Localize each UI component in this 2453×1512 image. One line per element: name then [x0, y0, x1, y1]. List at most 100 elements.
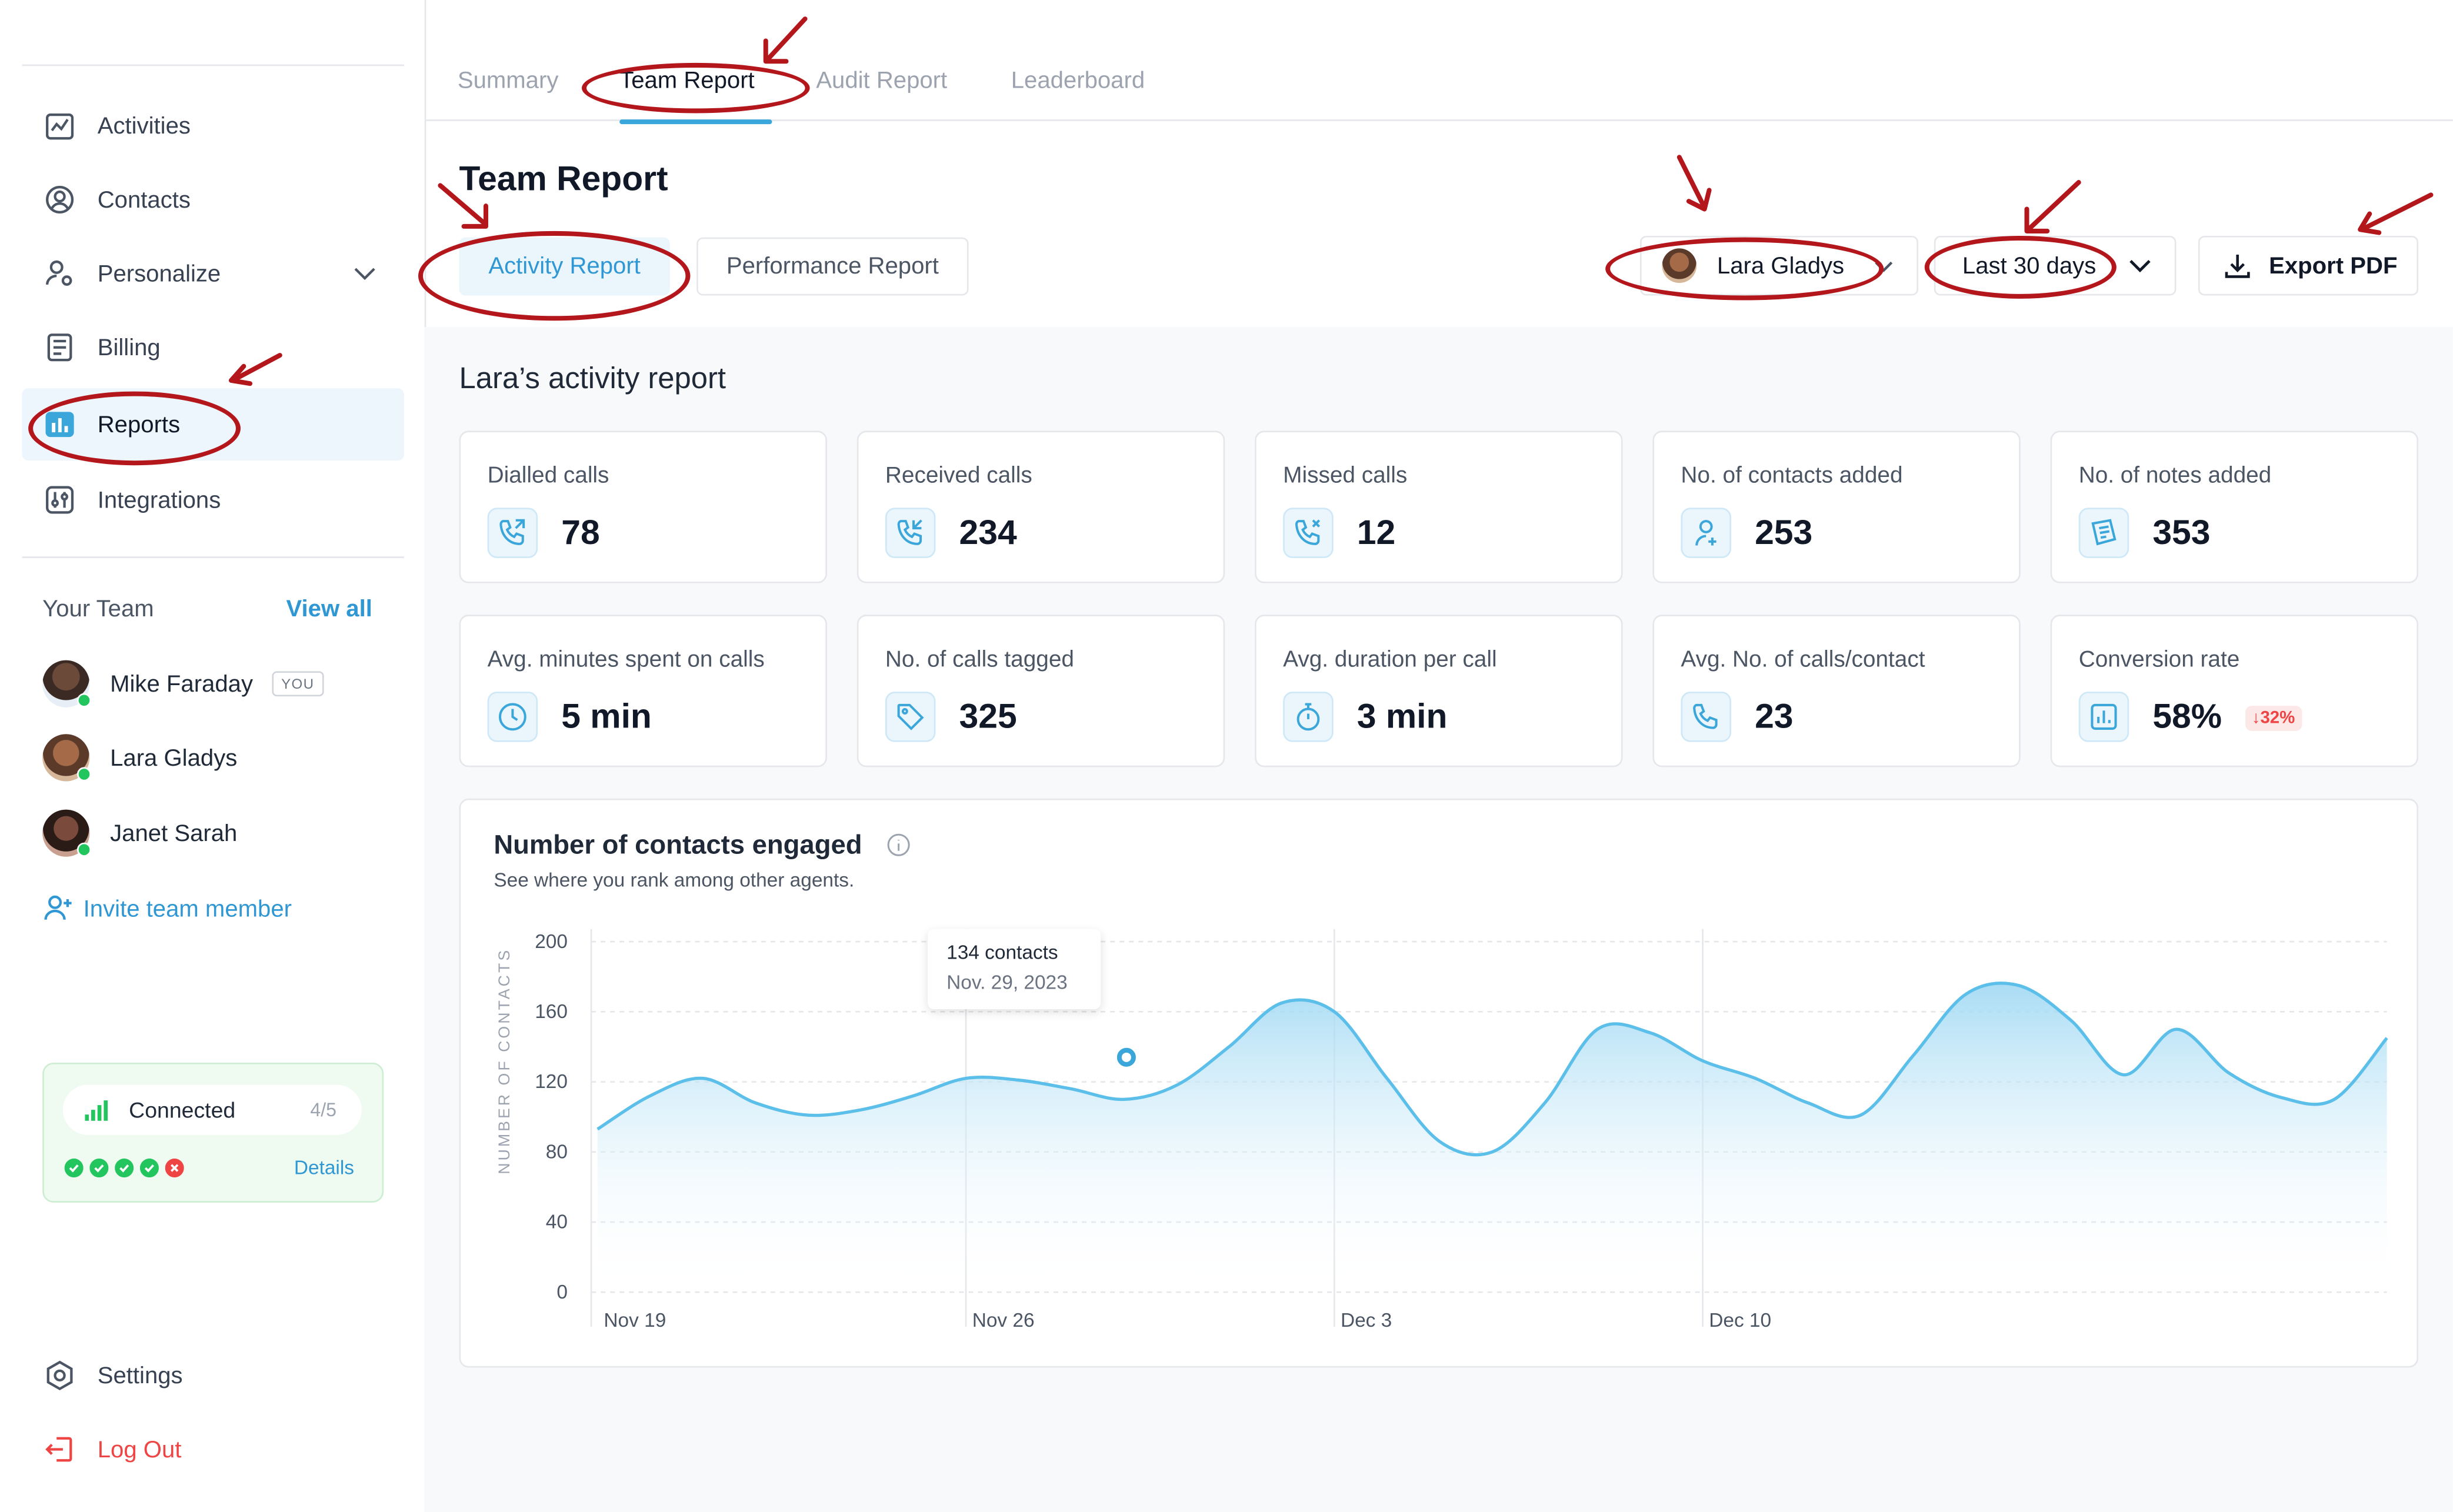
- stat-card-calls-tagged: No. of calls tagged 325: [856, 615, 1225, 767]
- tab-leaderboard[interactable]: Leaderboard: [1011, 67, 1145, 95]
- tab-audit-report[interactable]: Audit Report: [816, 67, 948, 95]
- chart-subtitle: See where you rank among other agents.: [494, 869, 855, 892]
- clock-icon: [487, 692, 538, 742]
- sidebar-item-contacts[interactable]: Contacts: [22, 163, 404, 236]
- check-icon: [115, 1159, 134, 1178]
- y-tick-label: 40: [546, 1211, 568, 1233]
- phone-icon: [1681, 692, 1731, 742]
- phone-missed-icon: [1283, 508, 1334, 558]
- selected-range: Last 30 days: [1962, 252, 2097, 279]
- view-all-link[interactable]: View all: [286, 596, 372, 623]
- stat-label: Conversion rate: [2078, 647, 2240, 673]
- avatar: [1662, 248, 1697, 283]
- check-icon: [64, 1159, 84, 1178]
- highlight-point: [1116, 1047, 1136, 1067]
- team-member-mike[interactable]: Mike Faraday YOU: [42, 659, 324, 709]
- sidebar-item-billing[interactable]: Billing: [22, 311, 404, 383]
- sidebar-item-integrations[interactable]: Integrations: [22, 464, 404, 536]
- tab-team-report[interactable]: Team Report: [619, 67, 755, 95]
- arrow-icon: [228, 353, 282, 386]
- connection-status: Connected: [129, 1097, 236, 1123]
- info-icon[interactable]: [887, 833, 911, 857]
- logout-button[interactable]: Log Out: [22, 1413, 404, 1486]
- avatar: [42, 660, 92, 707]
- stat-card-avg-duration: Avg. duration per call 3 min: [1255, 615, 1623, 767]
- stat-value: 58%: [2152, 696, 2222, 736]
- sidebar-top-divider: [22, 64, 404, 66]
- invite-label: Invite team member: [83, 895, 292, 922]
- invite-team-member-button[interactable]: Invite team member: [42, 893, 292, 924]
- details-link[interactable]: Details: [294, 1157, 355, 1179]
- settings-label: Settings: [97, 1362, 183, 1389]
- sidebar-item-label: Activities: [97, 112, 191, 139]
- connection-pill: Connected 4/5: [62, 1084, 362, 1135]
- signal-icon: [85, 1099, 113, 1121]
- active-tab-indicator: [619, 119, 772, 125]
- chart-title: Number of contacts engaged: [494, 830, 862, 860]
- stat-value: 78: [561, 512, 600, 552]
- stat-value: 12: [1357, 512, 1396, 552]
- sidebar-item-label: Contacts: [97, 186, 191, 213]
- stat-card-missed-calls: Missed calls 12: [1255, 430, 1623, 583]
- user-plus-icon: [42, 893, 74, 924]
- member-name: Mike Faraday: [110, 670, 254, 697]
- stat-value: 253: [1755, 512, 1813, 552]
- top-tabs: [424, 0, 2453, 121]
- sliders-icon: [44, 484, 75, 515]
- sidebar-item-reports[interactable]: Reports: [22, 388, 404, 461]
- team-member-janet[interactable]: Janet Sarah: [42, 808, 237, 859]
- sidebar-item-activities[interactable]: Activities: [22, 89, 404, 162]
- phone-outgoing-icon: [487, 508, 538, 558]
- logout-label: Log Out: [97, 1436, 182, 1463]
- stat-label: Received calls: [885, 463, 1032, 489]
- export-pdf-button[interactable]: Export PDF: [2198, 235, 2419, 296]
- contacts-area-chart: 200 160 120 80 40 0 Nov 19 Nov 26 Dec 3 Dec 10 NUM…: [495, 929, 2388, 1331]
- member-name: Janet Sarah: [110, 819, 238, 847]
- sidebar-item-settings[interactable]: Settings: [22, 1339, 404, 1411]
- user-circle-icon: [44, 184, 75, 215]
- y-tick-label: 160: [535, 1001, 568, 1023]
- stat-value: 23: [1755, 696, 1794, 736]
- x-tick-label: Dec 10: [1709, 1310, 1771, 1331]
- member-name: Lara Gladys: [110, 744, 238, 772]
- note-icon: [2078, 508, 2129, 558]
- activity-report-tab[interactable]: Activity Report: [459, 237, 670, 296]
- stat-label: Missed calls: [1283, 463, 1408, 489]
- stat-card-avg-minutes: Avg. minutes spent on calls 5 min: [459, 615, 827, 767]
- stat-value: 353: [2152, 512, 2211, 552]
- date-range-dropdown[interactable]: Last 30 days: [1934, 235, 2177, 296]
- stat-card-conversion-rate: Conversion rate 58% ↓32%: [2050, 615, 2419, 767]
- bar-chart-icon: [44, 409, 75, 440]
- export-label: Export PDF: [2269, 252, 2398, 279]
- tab-summary[interactable]: Summary: [457, 67, 559, 95]
- gear-icon: [44, 1360, 75, 1391]
- sidebar-item-personalize[interactable]: Personalize: [22, 238, 404, 310]
- x-tick-label: Dec 3: [1341, 1310, 1392, 1331]
- error-icon: [165, 1159, 184, 1178]
- stat-label: No. of contacts added: [1681, 463, 1903, 489]
- change-badge: ↓32%: [2245, 706, 2302, 731]
- section-title: Lara’s activity report: [459, 363, 726, 396]
- online-indicator: [76, 693, 92, 707]
- performance-report-tab[interactable]: Performance Report: [696, 237, 969, 296]
- chevron-down-icon: [1873, 255, 1895, 276]
- chevron-down-icon[interactable]: [352, 261, 378, 286]
- user-select-dropdown[interactable]: Lara Gladys: [1639, 235, 1919, 296]
- team-member-lara[interactable]: Lara Gladys: [42, 733, 237, 783]
- stopwatch-icon: [1283, 692, 1334, 742]
- sidebar: Activities Contacts Personalize: [0, 0, 426, 1512]
- y-tick-label: 80: [546, 1141, 568, 1163]
- stat-value: 234: [959, 512, 1017, 552]
- connection-status-box: Connected 4/5 Details: [42, 1062, 384, 1203]
- tag-icon: [885, 692, 936, 742]
- stat-value: 5 min: [561, 696, 652, 736]
- sidebar-item-label: Reports: [97, 410, 181, 438]
- series-line: [596, 982, 2388, 1157]
- y-axis-label: NUMBER OF CONTACTS: [495, 948, 513, 1174]
- chevron-down-icon: [2128, 253, 2153, 278]
- stat-card-dialled-calls: Dialled calls 78: [459, 430, 827, 583]
- stat-label: No. of notes added: [2078, 463, 2272, 489]
- arrow-icon: [2024, 180, 2081, 233]
- sidebar-item-label: Billing: [97, 334, 161, 361]
